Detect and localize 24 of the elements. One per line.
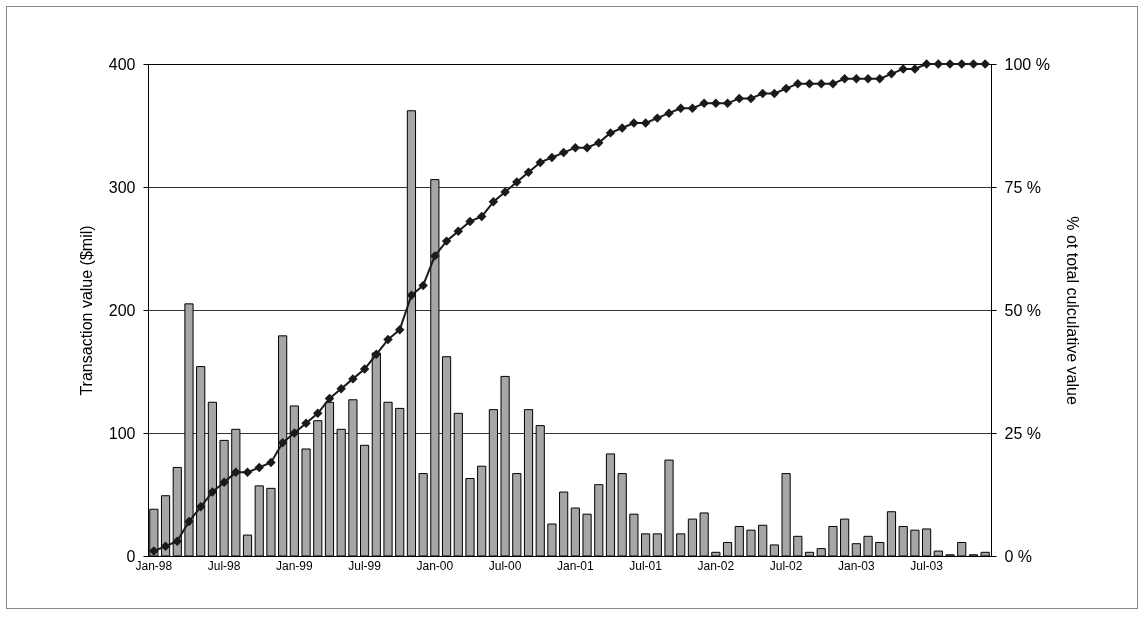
x-tick-label: Jul-00 [488,558,522,573]
y2-tick-label: 75 % [1004,178,1041,196]
x-tick-label: Jul-99 [348,558,382,573]
x-tick-label: Jul-03 [910,558,944,573]
y2-tick-label: 25 % [1004,424,1041,442]
y-tick-label: 200 [108,301,136,319]
x-tick-label: Jul-02 [769,558,803,573]
y2-tick-label: 0 % [1004,547,1033,565]
x-tick-label: Jan-99 [276,558,314,573]
x-tick-label: Jan-00 [416,558,454,573]
y2-tick-label: 50 % [1004,301,1041,319]
x-tick-label: Jul-98 [207,558,241,573]
y2-tick-label: 100 % [1004,55,1050,73]
x-tick-label: Jan-98 [135,558,173,573]
x-tick-label: Jan-03 [838,558,876,573]
y-tick-label: 0 [126,547,136,565]
x-tick-label: Jan-01 [557,558,595,573]
y-axis-title: Transaction value ($mil) [77,225,95,396]
x-tick-label: Jul-01 [629,558,663,573]
x-tick-label: Jan-02 [697,558,735,573]
y-tick-label: 300 [108,178,136,196]
y-tick-label: 400 [108,55,136,73]
y2-axis-title: % ot total culculative value [1063,216,1081,405]
y-tick-label: 100 [108,424,136,442]
